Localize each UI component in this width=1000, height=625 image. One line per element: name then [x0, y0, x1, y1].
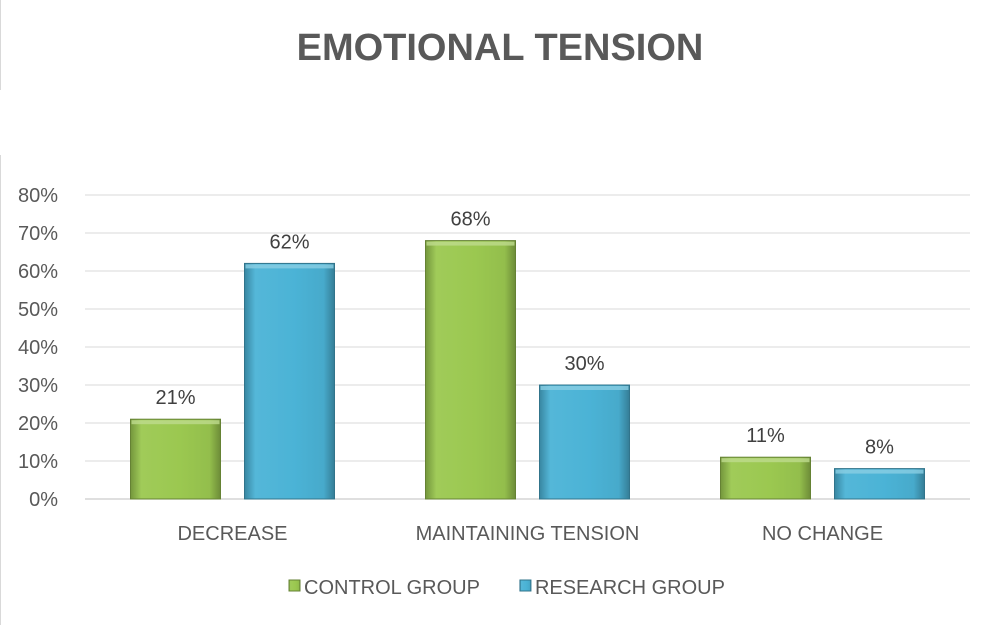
- bar-control-group-maintaining-tension: [425, 240, 516, 500]
- legend-swatch: [288, 579, 301, 592]
- data-label: 11%: [746, 425, 785, 447]
- y-tick-label: 80%: [18, 185, 58, 207]
- bar-research-group-maintaining-tension: [539, 384, 630, 500]
- data-labels: 21% 62% 68% 30% 11% 8%: [155, 209, 894, 459]
- data-label: 68%: [450, 209, 490, 231]
- data-label: 8%: [865, 437, 894, 459]
- y-tick-label: 40%: [18, 337, 58, 359]
- legend-swatch: [519, 579, 532, 592]
- bar-top-bevel: [835, 469, 924, 474]
- chart-title: EMOTIONAL TENSION: [297, 27, 704, 69]
- y-tick-label: 50%: [18, 299, 58, 321]
- y-axis-ticks: 0% 10% 20% 30% 40% 50% 60% 70% 80%: [18, 185, 58, 511]
- bar-control-group-decrease: [130, 418, 221, 500]
- y-tick-label: 20%: [18, 413, 58, 435]
- gridlines: [85, 194, 970, 500]
- bar-top-bevel: [540, 386, 629, 390]
- y-tick-label: 30%: [18, 375, 58, 397]
- x-tick-label: MAINTAINING TENSION: [416, 523, 640, 545]
- data-label: 21%: [155, 387, 195, 409]
- left-edge-line-top: [0, 0, 1, 90]
- data-label: 30%: [564, 353, 604, 375]
- bar-research-group-no-change: [834, 468, 925, 500]
- y-tick-label: 10%: [18, 451, 58, 473]
- bar-control-group-no-change: [720, 456, 811, 500]
- bar-research-group-decrease: [244, 262, 335, 500]
- bar-top-bevel: [245, 264, 334, 269]
- y-tick-label: 0%: [29, 489, 58, 511]
- legend-label: CONTROL GROUP: [304, 577, 480, 599]
- bars: [130, 240, 925, 500]
- x-tick-label: NO CHANGE: [762, 523, 883, 545]
- legend-label: RESEARCH GROUP: [535, 577, 725, 599]
- y-tick-label: 70%: [18, 223, 58, 245]
- x-axis-ticks: DECREASE MAINTAINING TENSION NO CHANGE: [177, 523, 883, 545]
- bar-top-bevel: [426, 241, 515, 246]
- bar-top-bevel: [721, 458, 810, 463]
- x-tick-label: DECREASE: [177, 523, 287, 545]
- bar-top-bevel: [131, 420, 220, 425]
- left-edge-line-bottom: [0, 155, 1, 625]
- data-label: 62%: [269, 231, 309, 253]
- y-tick-label: 60%: [18, 261, 58, 283]
- legend: CONTROL GROUP RESEARCH GROUP: [288, 577, 725, 599]
